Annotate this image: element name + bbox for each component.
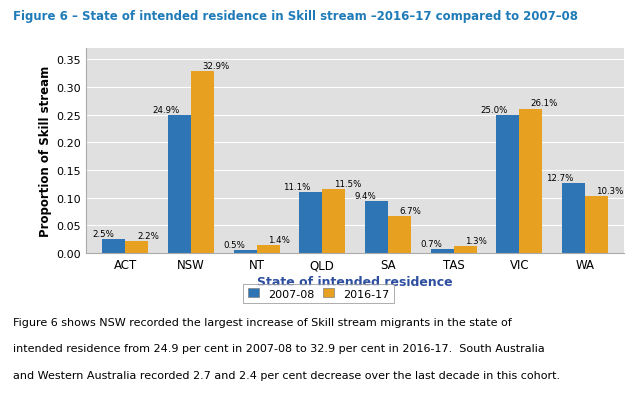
Text: 24.9%: 24.9% (152, 106, 180, 115)
Bar (388, 216, 411, 254)
Bar (234, 251, 257, 254)
Text: and Western Australia recorded 2.7 and 2.4 per cent decrease over the last decad: and Western Australia recorded 2.7 and 2… (13, 370, 560, 380)
Text: 11.5%: 11.5% (334, 180, 361, 189)
Bar (191, 72, 214, 254)
Text: 11.1%: 11.1% (283, 182, 311, 191)
Text: 0.5%: 0.5% (224, 241, 245, 250)
Text: 26.1%: 26.1% (531, 99, 558, 108)
Text: 2.2%: 2.2% (137, 231, 159, 240)
Bar (431, 250, 454, 254)
Text: 10.3%: 10.3% (596, 187, 624, 196)
Text: 9.4%: 9.4% (355, 191, 376, 200)
Bar (257, 246, 280, 254)
Bar (365, 202, 388, 254)
Text: Figure 6 – State of intended residence in Skill stream –2016–17 compared to 2007: Figure 6 – State of intended residence i… (13, 10, 578, 23)
Bar (322, 190, 345, 254)
Text: intended residence from 24.9 per cent in 2007-08 to 32.9 per cent in 2016-17.  S: intended residence from 24.9 per cent in… (13, 344, 545, 353)
Bar (562, 183, 585, 254)
Text: 1.4%: 1.4% (268, 236, 290, 245)
Bar (454, 246, 476, 254)
Text: 6.7%: 6.7% (399, 207, 421, 216)
Y-axis label: Proportion of Skill stream: Proportion of Skill stream (39, 66, 52, 237)
Text: 25.0%: 25.0% (480, 106, 508, 114)
Text: Figure 6 shows NSW recorded the largest increase of Skill stream migrants in the: Figure 6 shows NSW recorded the largest … (13, 317, 512, 327)
Bar (299, 192, 322, 254)
Legend: 2007-08, 2016-17: 2007-08, 2016-17 (243, 284, 394, 303)
X-axis label: State of intended residence: State of intended residence (257, 276, 453, 288)
Bar (125, 241, 148, 254)
Bar (168, 116, 191, 254)
Bar (103, 240, 125, 254)
Bar (496, 115, 519, 254)
Bar (519, 109, 542, 254)
Text: 2.5%: 2.5% (92, 230, 114, 239)
Text: 12.7%: 12.7% (546, 173, 573, 182)
Text: 0.7%: 0.7% (420, 240, 442, 249)
Text: 1.3%: 1.3% (465, 236, 487, 245)
Bar (585, 197, 608, 254)
Text: 32.9%: 32.9% (203, 62, 230, 71)
